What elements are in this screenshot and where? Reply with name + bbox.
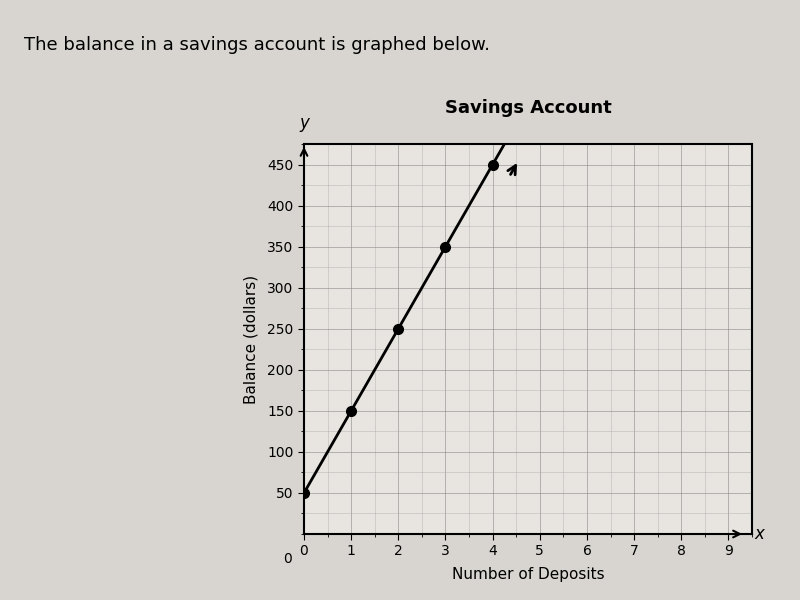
Point: [392, 324, 405, 334]
Point: [345, 406, 358, 416]
Point: [486, 160, 499, 169]
Text: y: y: [299, 113, 309, 131]
Y-axis label: Balance (dollars): Balance (dollars): [244, 274, 259, 404]
Text: x: x: [754, 525, 764, 543]
Point: [439, 242, 452, 251]
Point: [298, 488, 310, 498]
Text: The balance in a savings account is graphed below.: The balance in a savings account is grap…: [24, 36, 490, 54]
Title: Savings Account: Savings Account: [445, 100, 611, 118]
Text: 0: 0: [283, 552, 292, 566]
X-axis label: Number of Deposits: Number of Deposits: [452, 567, 604, 582]
